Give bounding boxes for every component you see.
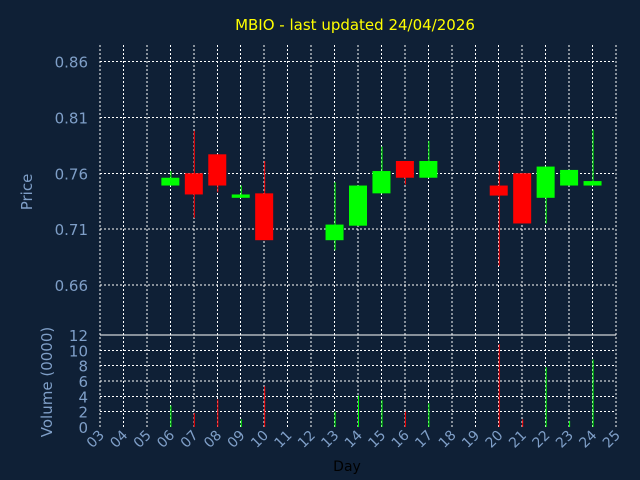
candle-17 [419, 140, 438, 178]
candle-20 [489, 161, 508, 266]
price-tick-label: 0.66 [55, 277, 88, 295]
y-axis-label-price: Price [18, 174, 36, 211]
x-tick-label: 24 [576, 427, 600, 451]
volume-bars [170, 344, 594, 427]
candle-body [513, 173, 532, 224]
candle-08 [208, 154, 227, 193]
candle-21 [513, 173, 532, 224]
x-tick-label: 08 [201, 428, 225, 452]
price-tick-labels: 0.86 0.81 0.76 0.71 0.66 [55, 54, 88, 295]
candle-body [349, 185, 367, 226]
x-tick-label: 05 [131, 428, 155, 452]
candle-16 [395, 161, 414, 185]
price-tick-label: 0.76 [55, 165, 88, 183]
candle-13 [325, 182, 344, 251]
price-tick-label: 0.86 [55, 54, 88, 72]
x-tick-label: 09 [225, 428, 249, 452]
x-tick-label: 23 [553, 428, 577, 452]
price-tick-label: 0.71 [55, 221, 88, 239]
x-tick-label: 13 [318, 428, 342, 452]
candle-body [255, 193, 274, 241]
x-tick-label: 10 [248, 428, 272, 452]
candle-body [325, 224, 344, 241]
candle-body [231, 194, 250, 198]
candle-15 [372, 146, 391, 194]
x-tick-label: 21 [506, 428, 530, 452]
volume-tick-label: 10 [69, 342, 88, 360]
candle-10 [255, 161, 274, 241]
x-tick-label: 25 [600, 428, 624, 452]
x-tick-label: 07 [178, 428, 202, 452]
grid-lines [99, 45, 617, 427]
candle-body [560, 169, 579, 186]
candle-body [208, 154, 227, 186]
x-tick-label: 18 [436, 428, 460, 452]
x-tick-label: 06 [154, 427, 178, 451]
candle-body [395, 161, 414, 178]
y-axis-label-volume: Volume (0000) [38, 327, 56, 437]
x-tick-label: 15 [365, 428, 389, 452]
candle-14 [349, 185, 367, 226]
volume-tick-label: 12 [69, 327, 88, 345]
candle-22 [536, 166, 555, 224]
candle-body [372, 171, 391, 194]
volume-tick-label: 2 [78, 404, 88, 422]
x-tick-label: 19 [459, 428, 483, 452]
candlesticks [161, 129, 602, 266]
price-tick-label: 0.81 [55, 110, 88, 128]
candle-body [583, 181, 602, 186]
candle-24 [583, 129, 602, 186]
x-tick-label: 14 [342, 427, 366, 451]
x-tick-label: 04 [107, 427, 131, 451]
x-tick-label: 17 [412, 428, 436, 452]
candle-body [419, 161, 438, 178]
x-tick-label: 20 [483, 428, 507, 452]
x-tick-label: 16 [389, 427, 413, 451]
x-tick-labels: 03 04 05 06 07 08 09 10 11 12 13 14 15 16 17 18 19 20 21 22… [84, 427, 624, 451]
x-tick-label: 11 [272, 428, 296, 452]
chart-title: MBIO - last updated 24/04/2026 [235, 16, 475, 34]
candle-body [184, 173, 203, 195]
candle-09 [231, 185, 250, 198]
volume-tick-label: 6 [78, 373, 88, 391]
candle-07 [184, 130, 203, 218]
candle-body [536, 166, 555, 198]
volume-tick-label: 0 [78, 419, 88, 437]
candle-06 [161, 171, 180, 186]
candle-23 [560, 169, 579, 186]
x-axis-label: Day [333, 459, 361, 475]
x-tick-label: 22 [530, 428, 554, 452]
volume-tick-label: 8 [78, 358, 88, 376]
candle-body [489, 185, 508, 196]
volume-tick-label: 4 [78, 388, 88, 406]
x-tick-label: 12 [295, 428, 319, 452]
candle-body [161, 177, 180, 186]
